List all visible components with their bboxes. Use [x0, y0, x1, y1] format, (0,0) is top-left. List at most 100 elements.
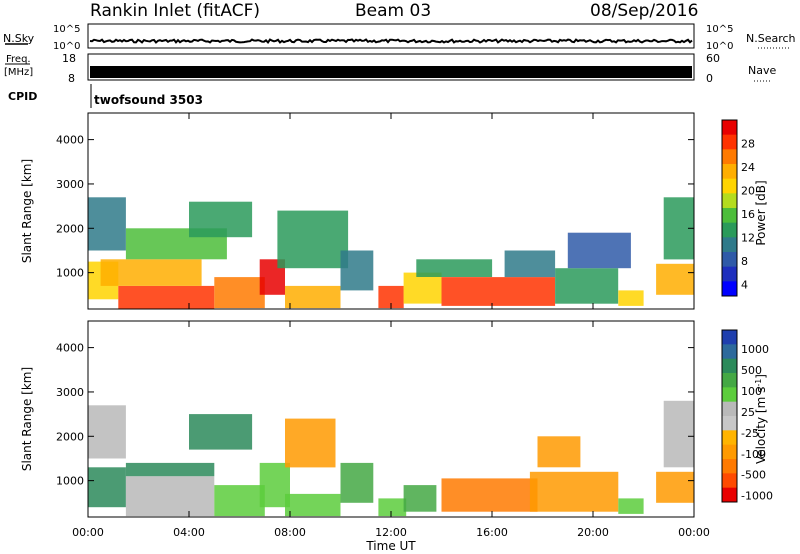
y-tick-label: 2000	[56, 222, 84, 235]
power-colorbar-tick: 16	[741, 208, 755, 221]
power-patch	[441, 277, 556, 306]
power-patch	[214, 277, 265, 309]
velocity-colorbar-swatch	[722, 459, 737, 474]
cpid-label: CPID	[8, 90, 37, 103]
velocity-colorbar-swatch	[722, 416, 737, 431]
velocity-colorbar-tick: 1000	[741, 343, 769, 356]
velocity-y-label: Slant Range [km]	[20, 367, 34, 471]
power-colorbar-swatch	[722, 120, 737, 136]
nsearch-label: N.Search	[746, 32, 796, 45]
velocity-colorbar-tick: -1000	[741, 490, 773, 503]
power-patch	[555, 268, 619, 304]
x-tick-label: 16:00	[476, 526, 508, 539]
velocity-patch	[441, 478, 538, 512]
beam-label: Beam 03	[355, 1, 431, 21]
nsearch-tick-top-right: 10^5	[706, 24, 733, 35]
x-tick-label: 04:00	[173, 526, 205, 539]
power-colorbar-swatch	[722, 149, 737, 165]
velocity-colorbar-swatch	[722, 344, 737, 360]
nave-label: Nave	[748, 64, 776, 77]
velocity-colorbar-swatch	[722, 444, 737, 460]
y-tick-label: 4000	[56, 134, 84, 147]
nsky-panel-frame	[87, 23, 695, 49]
power-patch	[656, 263, 694, 295]
velocity-patch	[285, 493, 341, 517]
freq-tick-bottom: 8	[68, 72, 75, 85]
freq-tick-top: 18	[62, 52, 76, 65]
velocity-patch	[529, 471, 619, 512]
nsearch-tick-bottom-right: 10^0	[706, 41, 733, 52]
power-colorbar-tick: 24	[741, 161, 755, 174]
power-patch	[100, 259, 202, 286]
velocity-patch	[125, 462, 215, 477]
velocity-patch	[656, 471, 694, 503]
power-patch	[277, 210, 349, 269]
velocity-patch	[663, 400, 694, 468]
power-patch	[618, 290, 644, 306]
velocity-patch	[340, 462, 374, 503]
nsky-tick-bottom-left: 10^0	[53, 41, 80, 52]
power-patch	[88, 197, 126, 251]
y-tick-label: 4000	[56, 342, 84, 355]
velocity-patch	[378, 498, 407, 517]
time-axis: 00:00 04:00 08:00 12:00 16:00 20:00 00:00	[72, 113, 710, 539]
power-colorbar-tick: 8	[741, 255, 748, 268]
cpid-program: twofsound 3503	[94, 93, 203, 107]
power-patch	[567, 232, 631, 269]
power-patch	[378, 285, 404, 309]
velocity-colorbar-swatch	[722, 473, 737, 489]
velocity-patch	[537, 436, 581, 468]
power-colorbar-swatch	[722, 266, 737, 282]
velocity-colorbar-swatch	[722, 373, 737, 388]
power-colorbar-swatch	[722, 134, 737, 150]
y-tick-label: 2000	[56, 430, 84, 443]
velocity-patch	[403, 485, 437, 512]
velocity-colorbar: 1000 500 100 25 -25 -100 -500 -1000	[721, 329, 773, 503]
nsky-label: N.Sky	[3, 32, 35, 45]
power-patch	[403, 272, 442, 304]
y-tick-label: 3000	[56, 178, 84, 191]
power-colorbar-tick: 28	[741, 137, 755, 150]
power-colorbar-tick: 4	[741, 278, 748, 291]
velocity-colorbar-tick: -100	[741, 448, 766, 461]
velocity-patch	[88, 405, 126, 459]
x-tick-label: 00:00	[72, 526, 104, 539]
power-patch	[189, 201, 253, 238]
nave-tick-bottom: 0	[706, 72, 713, 85]
power-colorbar-swatch	[722, 208, 737, 224]
velocity-colorbar-swatch	[722, 401, 737, 417]
power-colorbar-swatch	[722, 178, 737, 194]
velocity-patch	[285, 418, 336, 468]
y-tick-label: 3000	[56, 386, 84, 399]
velocity-colorbar-tick: -500	[741, 469, 766, 482]
nave-tick-top: 60	[706, 52, 720, 65]
time-axis-label: Time UT	[365, 539, 416, 553]
x-tick-label: 00:00	[678, 526, 710, 539]
x-tick-label: 20:00	[577, 526, 609, 539]
power-colorbar-swatch	[722, 164, 737, 180]
velocity-patch	[189, 414, 253, 450]
power-patch	[504, 250, 556, 278]
power-patch	[340, 250, 374, 291]
velocity-colorbar-label-prefix: Velocity [m s	[754, 387, 768, 464]
power-colorbar-tick: 20	[741, 184, 755, 197]
power-y-label: Slant Range [km]	[20, 159, 34, 263]
power-patch	[285, 285, 341, 309]
freq-panel-frame	[87, 53, 695, 81]
velocity-colorbar-label-exp: -1	[754, 379, 763, 387]
y-tick-label: 1000	[56, 267, 84, 280]
power-colorbar-label: Power [dB]	[754, 180, 768, 245]
station-title: Rankin Inlet (fitACF)	[90, 1, 260, 21]
power-colorbar-swatch	[722, 281, 737, 297]
x-tick-label: 08:00	[274, 526, 306, 539]
power-colorbar-swatch	[722, 193, 737, 209]
x-tick-label: 12:00	[375, 526, 407, 539]
power-colorbar-swatch	[722, 222, 737, 238]
y-tick-label: 1000	[56, 475, 84, 488]
power-panel: 1000 2000 3000 4000 Slant Range [km]	[20, 112, 695, 310]
freq-trace-band	[90, 66, 692, 78]
power-patch	[416, 259, 493, 277]
velocity-colorbar-label-suffix: ]	[754, 374, 768, 379]
velocity-y-axis: 1000 2000 3000 4000	[56, 342, 694, 488]
